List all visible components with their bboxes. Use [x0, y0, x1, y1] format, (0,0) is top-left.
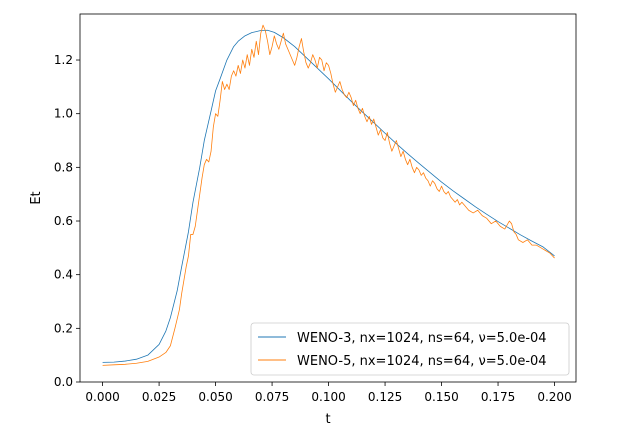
x-axis: 0.000 0.025 0.050 0.075 0.100 0.125 0.150 0.175…: [85, 382, 572, 404]
x-tick-label: 0.000: [85, 390, 119, 404]
y-tick-label: 0.8: [54, 160, 73, 174]
x-tick-label: 0.050: [198, 390, 232, 404]
x-tick-label: 0.025: [142, 390, 176, 404]
x-tick-label: 0.100: [311, 390, 345, 404]
legend-label-weno5: WENO-5, nx=1024, ns=64, ν=5.0e-04: [297, 354, 547, 369]
legend-box: [250, 322, 570, 376]
y-axis-label: Et: [29, 191, 44, 204]
series-line-weno5: [102, 24, 555, 366]
y-tick-label: 1.2: [54, 53, 73, 67]
y-tick-label: 0.4: [54, 268, 73, 282]
legend: WENO-3, nx=1024, ns=64, ν=5.0e-04 WENO-5…: [250, 322, 570, 376]
legend-label-weno3: WENO-3, nx=1024, ns=64, ν=5.0e-04: [297, 331, 547, 346]
x-tick-label: 0.150: [424, 390, 458, 404]
x-axis-label: t: [325, 412, 330, 427]
y-axis: 0.0 0.2 0.4 0.6 0.8 1.0 1.2: [54, 53, 80, 389]
series-layer: [102, 24, 555, 366]
series-line-weno3: [102, 29, 555, 363]
y-tick-label: 0.0: [54, 375, 73, 389]
x-tick-label: 0.125: [368, 390, 402, 404]
x-tick-label: 0.175: [481, 390, 515, 404]
x-tick-label: 0.075: [255, 390, 289, 404]
plot-frame: [79, 13, 577, 383]
y-tick-label: 0.6: [54, 214, 73, 228]
x-tick-label: 0.200: [537, 390, 571, 404]
y-tick-label: 1.0: [54, 107, 73, 121]
y-tick-label: 0.2: [54, 321, 73, 335]
